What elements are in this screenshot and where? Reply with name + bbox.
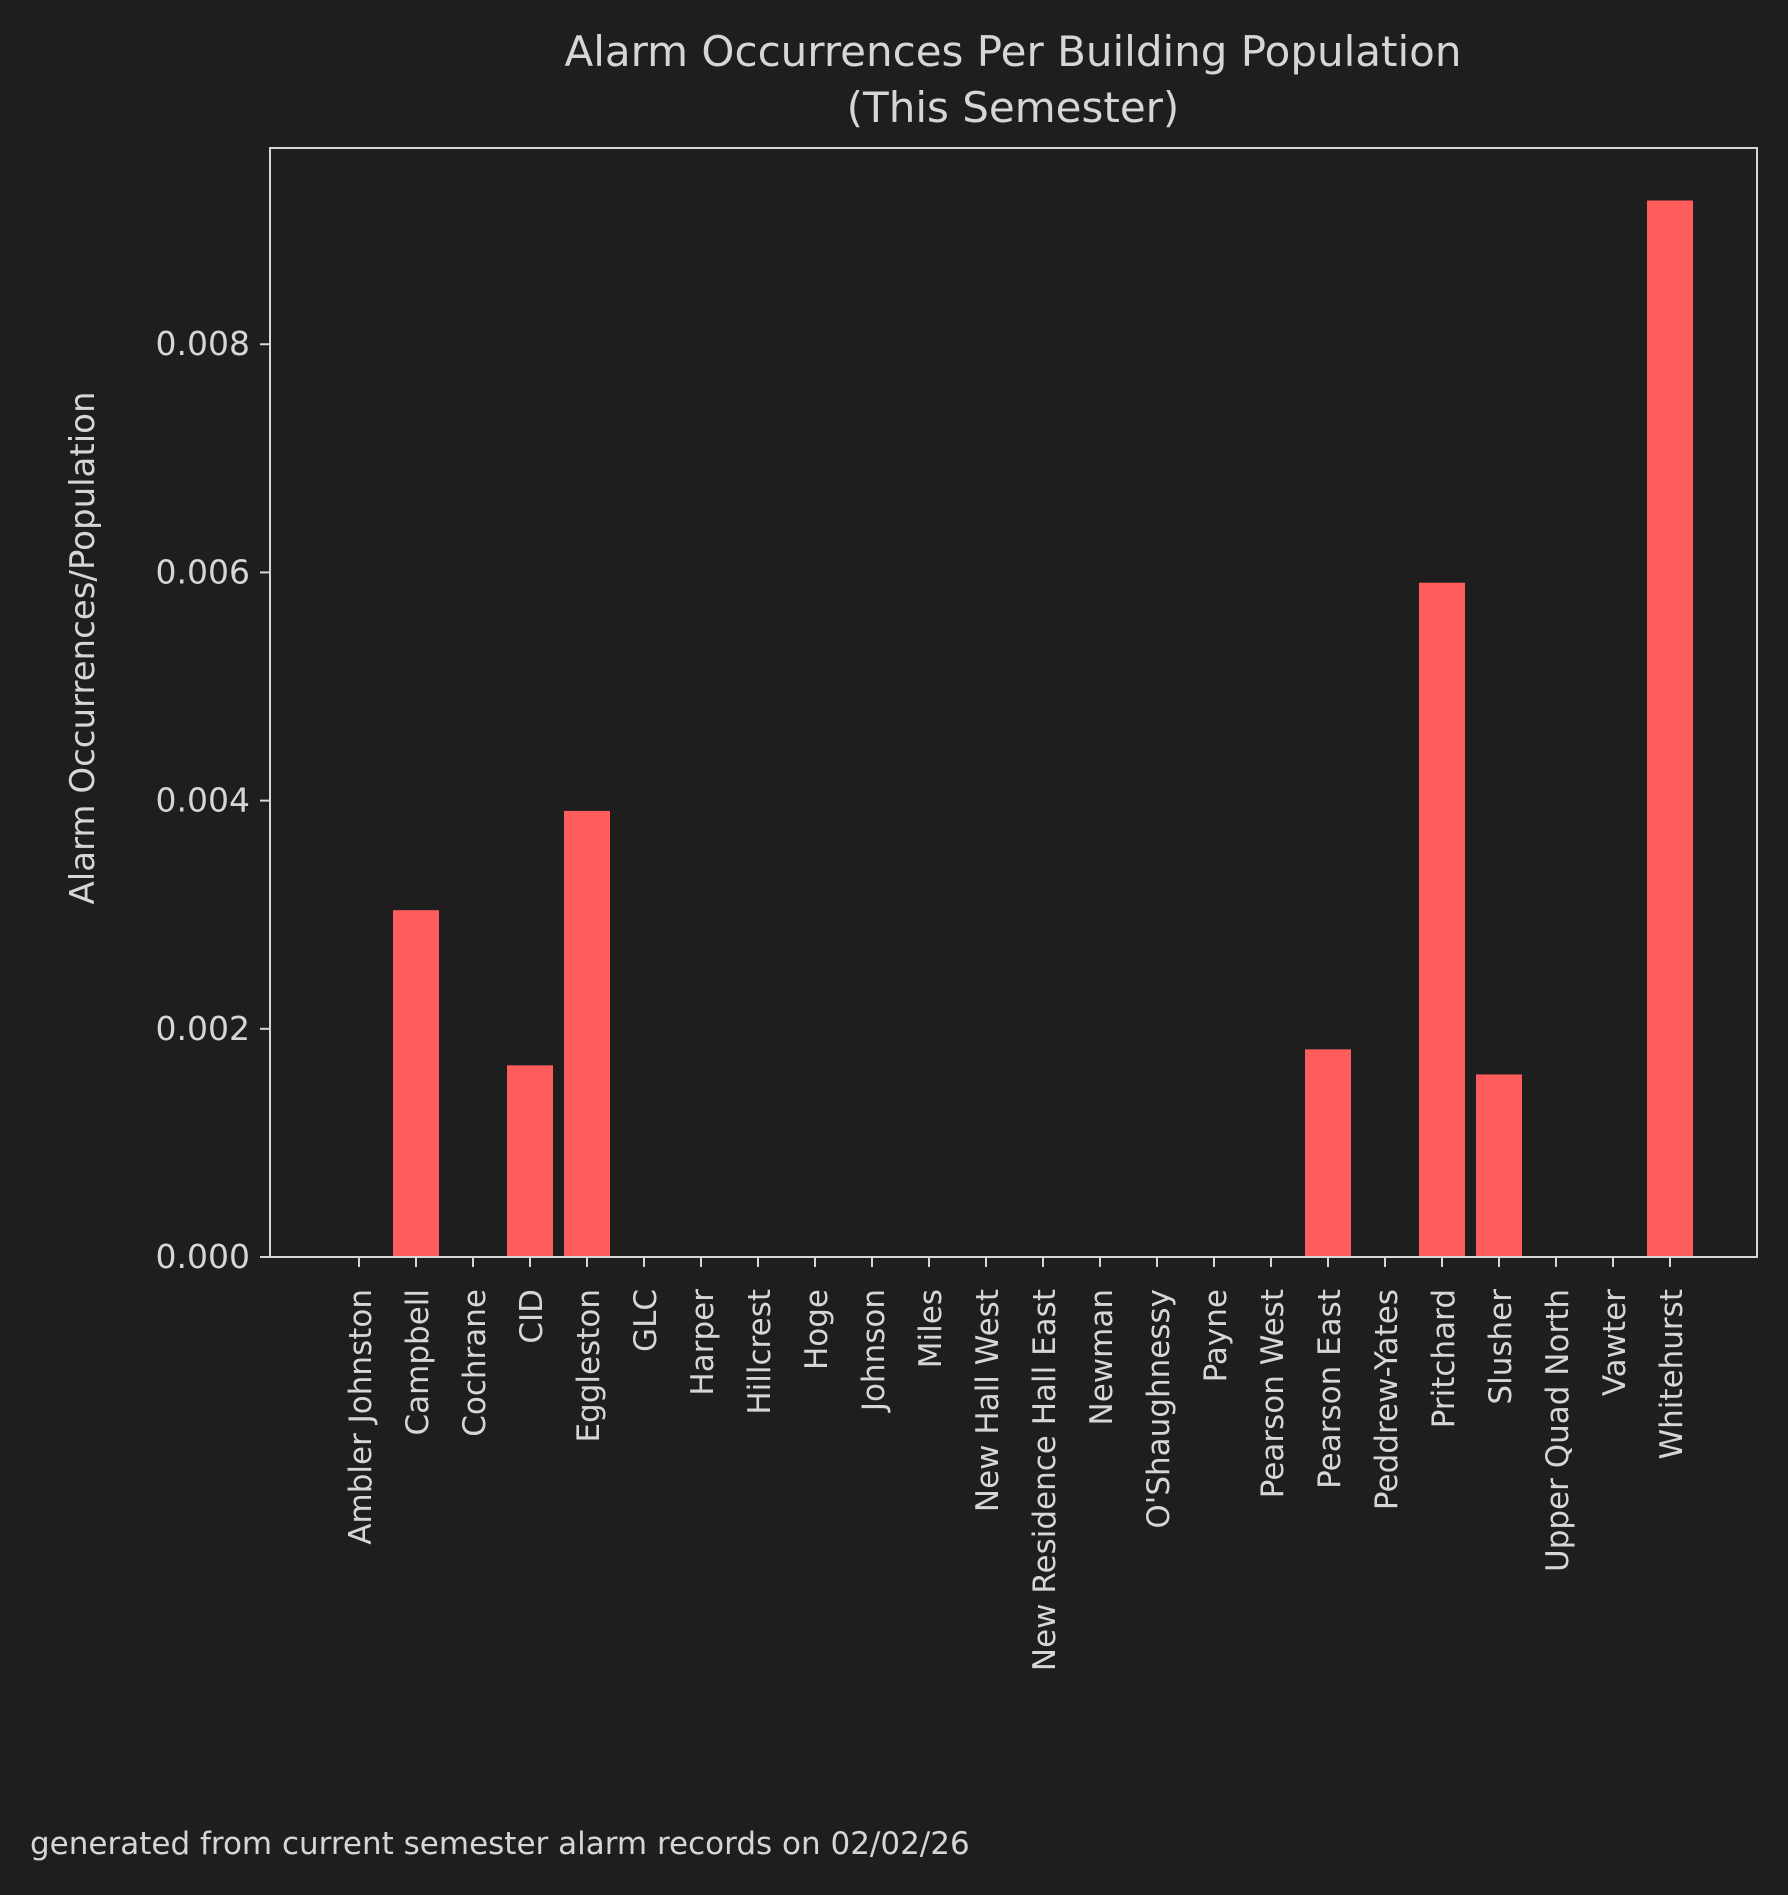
y-ticks-group: 0.000 0.002 0.004 0.006 0.008 [156,324,270,1276]
x-tick-label: Ambler Johnston [343,1289,379,1545]
bar-whitehurst [1647,200,1693,1258]
chart-subtitle: (This Semester) [847,83,1180,132]
x-tick-label: Miles [913,1289,949,1368]
bar-pearson-east [1305,1049,1351,1257]
x-tick-label: O'Shaughnessy [1141,1289,1177,1529]
x-tick-label: Cochrane [457,1289,493,1437]
y-tick-label: 0.004 [156,781,250,820]
x-tick-label: Vawter [1597,1289,1633,1396]
x-tick-label: Hoge [799,1289,835,1370]
x-tick-label: Payne [1198,1289,1234,1382]
plot-frame [269,147,1758,1258]
x-tick-label: GLC [628,1289,664,1352]
x-tick-label: Pearson West [1255,1289,1291,1498]
x-tick-label: Pearson East [1312,1289,1348,1489]
x-tick-label: Whitehurst [1654,1289,1690,1460]
y-tick-label: 0.006 [156,552,250,591]
x-tick-label: New Residence Hall East [1027,1289,1063,1671]
y-tick-label: 0.000 [156,1237,250,1276]
bar-eggleston [564,810,610,1257]
bar-slusher [1476,1074,1522,1257]
x-tick-label: Pritchard [1426,1289,1462,1428]
x-tick-label: New Hall West [970,1289,1006,1512]
x-tick-label: Newman [1084,1289,1120,1425]
bars-group [393,200,1693,1258]
bar-cid [507,1065,553,1257]
x-ticks-group: Ambler Johnston Campbell Cochrane CID Eggles… [343,1257,1690,1671]
x-tick-label: Peddrew-Yates [1369,1289,1405,1510]
bar-campbell [393,910,439,1257]
x-tick-label: Hillcrest [742,1289,778,1415]
x-tick-label: CID [514,1289,550,1344]
bar-pritchard [1419,582,1465,1257]
chart-title: Alarm Occurrences Per Building Populatio… [565,27,1462,76]
x-tick-label: Johnson [856,1289,892,1413]
y-tick-label: 0.002 [156,1009,250,1048]
footnote: generated from current semester alarm re… [30,1826,970,1862]
y-axis-label: Alarm Occurrences/Population [63,391,103,904]
x-tick-label: Harper [685,1289,721,1396]
y-tick-label: 0.008 [156,324,250,363]
x-tick-label: Slusher [1483,1289,1519,1405]
x-tick-label: Campbell [400,1289,436,1436]
x-tick-label: Eggleston [571,1289,607,1443]
x-tick-label: Upper Quad North [1540,1289,1576,1572]
